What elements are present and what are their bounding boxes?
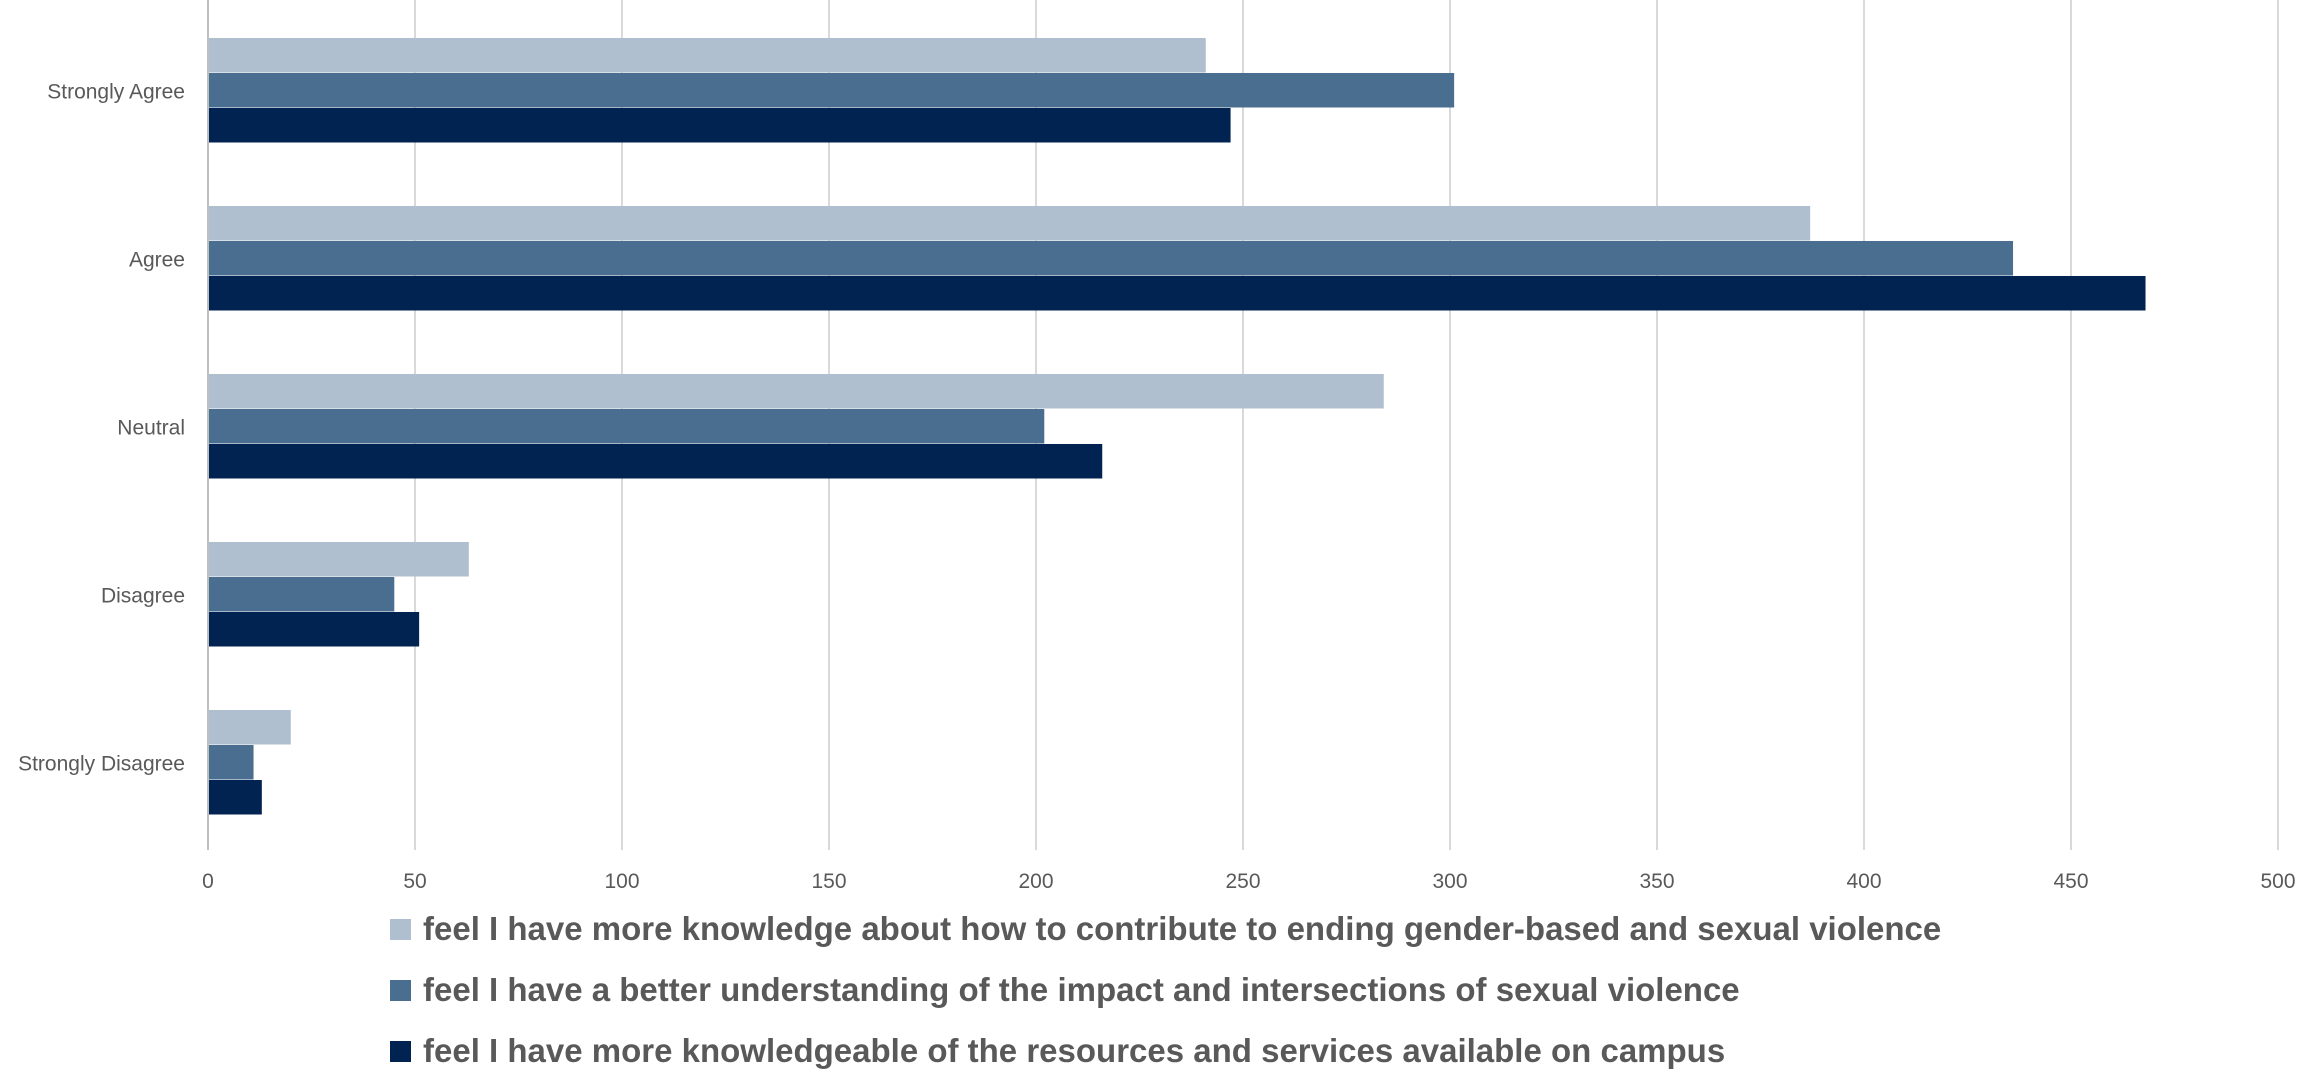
x-tick-label: 500 [2260,870,2295,893]
legend-swatch [390,1040,411,1062]
x-tick-label: 400 [1846,870,1881,893]
category-label: Strongly Agree [47,81,185,104]
bar [209,409,1045,444]
x-tick-label: 300 [1432,870,1467,893]
bar [209,276,2146,311]
bar [209,710,291,745]
bar [209,374,1384,409]
bar [209,542,469,577]
bar [209,745,254,780]
bar-chart-plot: Strongly Agree Agree Neutral Disagree Strong… [18,0,2296,893]
x-tick-label: 50 [403,870,426,893]
category-label: Disagree [101,585,185,608]
category-label: Strongly Disagree [18,753,185,776]
bar [209,241,2014,276]
x-tick-label: 0 [202,870,214,893]
legend-swatch [390,918,411,940]
x-tick-label: 450 [2053,870,2088,893]
x-tick-label: 350 [1639,870,1674,893]
legend-item: feel I have a better understanding of th… [390,969,2290,1011]
legend-label: feel I have a better understanding of th… [423,971,1740,1008]
bar [209,577,395,612]
legend-label: feel I have more knowledge about how to … [423,910,1942,947]
x-tick-label: 150 [811,870,846,893]
x-tick-label: 100 [604,870,639,893]
bar [209,206,1811,241]
bar [209,108,1231,143]
bar [209,444,1103,479]
bar [209,612,420,647]
legend-swatch [390,979,411,1001]
legend: feel I have more knowledge about how to … [390,908,2290,1091]
legend-item: feel I have more knowledge about how to … [390,908,2290,950]
x-tick-label: 200 [1018,870,1053,893]
bar [209,38,1206,73]
bar [209,780,262,815]
legend-item: feel I have more knowledgeable of the re… [390,1030,2290,1072]
x-tick-label: 250 [1225,870,1260,893]
bar [209,73,1455,108]
category-label: Neutral [117,417,185,440]
category-label: Agree [129,249,185,272]
legend-label: feel I have more knowledgeable of the re… [423,1032,1726,1069]
